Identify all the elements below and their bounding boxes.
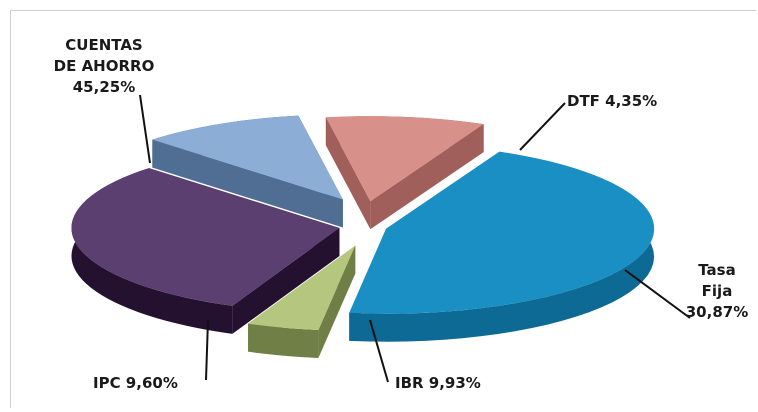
pie-slice-ibr (152, 115, 343, 200)
slice-label-tasa-fija: Tasa Fija 30,87% (686, 261, 748, 321)
leader-line-cuentas-de-ahorro (139, 94, 151, 164)
leader-line-ipc (205, 319, 209, 381)
leader-line-ibr (369, 319, 389, 383)
slice-label-ibr: IBR 9,93% (395, 374, 481, 392)
slice-label-dtf: DTF 4,35% (567, 92, 657, 110)
pie-slice-dtf (248, 245, 356, 330)
leader-line-dtf (519, 102, 566, 151)
pie-slice-ipc (325, 116, 484, 202)
pie-slice-tasa-fija (71, 168, 340, 306)
chart-frame (10, 10, 756, 408)
pie-slice-cuentas-de-ahorro (349, 151, 655, 314)
slice-label-cuentas-de-ahorro: CUENTAS DE AHORRO 45,25% (54, 36, 155, 96)
leader-line-tasa-fija (624, 269, 691, 319)
slice-label-ipc: IPC 9,60% (93, 374, 178, 392)
